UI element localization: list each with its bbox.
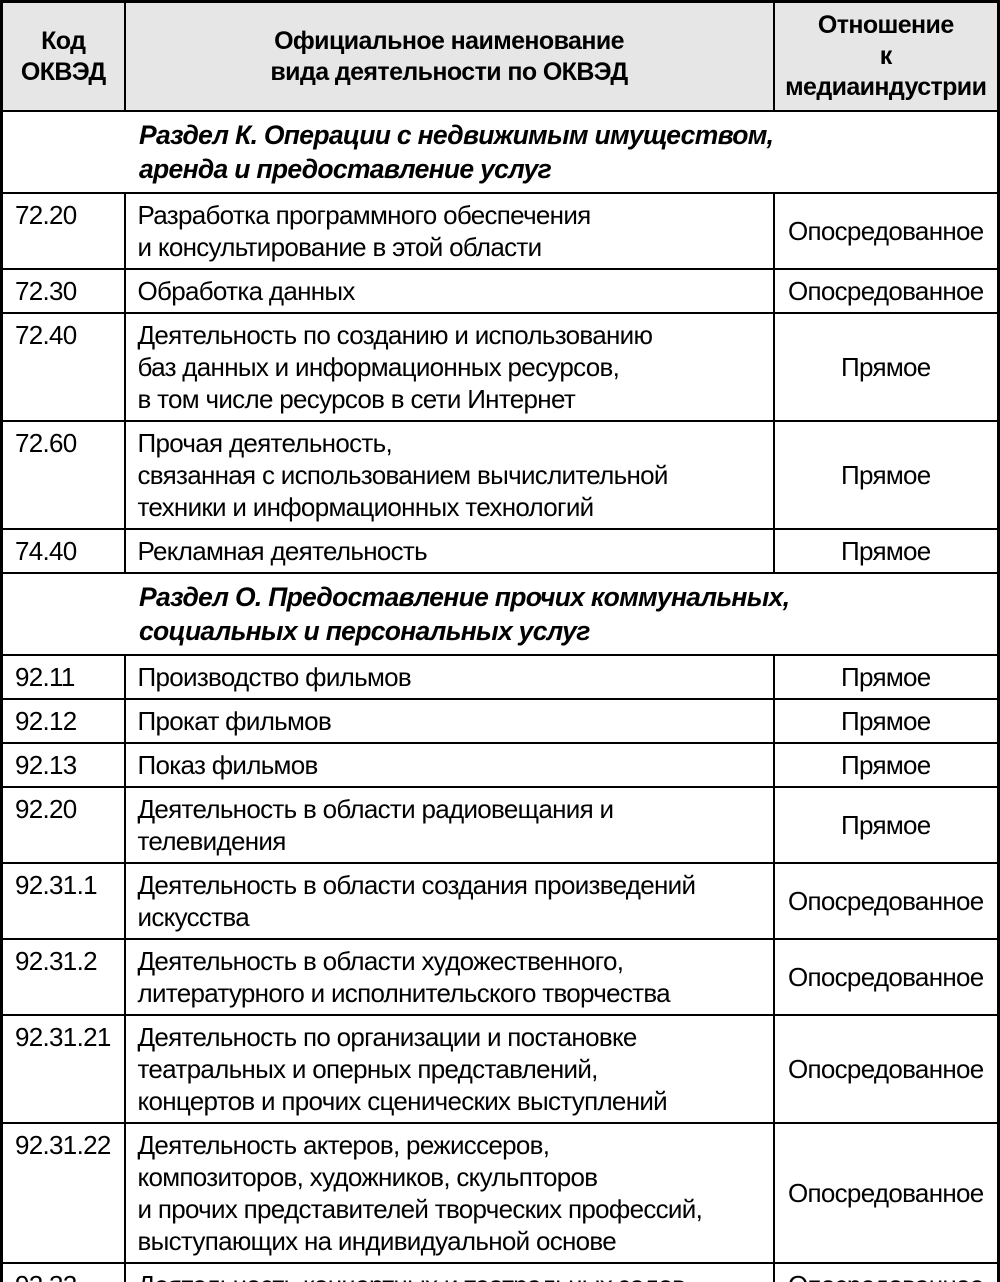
name-cell: Деятельность по организации и постановке… xyxy=(123,1014,775,1124)
name-cell: Деятельность в области художественного, … xyxy=(123,938,775,1016)
table-row: 72.30 Обработка данных Опосредованное xyxy=(0,268,1000,314)
relation-cell: Опосредованное xyxy=(772,1122,1000,1264)
code-cell: 72.60 xyxy=(0,420,126,530)
relation-cell: Прямое xyxy=(772,786,1000,864)
code-cell: 72.40 xyxy=(0,312,126,422)
section-row: Раздел О. Предоставление прочих коммунал… xyxy=(0,572,1000,656)
table-row: 92.20 Деятельность в области радиовещания… xyxy=(0,786,1000,864)
table-row: 92.13 Показ фильмов Прямое xyxy=(0,742,1000,788)
relation-cell: Прямое xyxy=(772,528,1000,574)
code-cell: 92.31.2 xyxy=(0,938,126,1016)
section-title: Раздел О. Предоставление прочих коммунал… xyxy=(0,572,1000,656)
code-cell: 92.12 xyxy=(0,698,126,744)
relation-cell: Опосредованное xyxy=(772,862,1000,940)
relation-cell: Прямое xyxy=(772,654,1000,700)
code-cell: 92.31.21 xyxy=(0,1014,126,1124)
table-row: 72.40 Деятельность по созданию и использо… xyxy=(0,312,1000,422)
relation-cell: Опосредованное xyxy=(772,192,1000,270)
header-relation: Отношение к медиаиндустрии xyxy=(772,0,1000,112)
name-cell: Деятельность актеров, режиссеров, композ… xyxy=(123,1122,775,1264)
relation-cell: Опосредованное xyxy=(772,268,1000,314)
section-row: Раздел К. Операции с недвижимым имуществ… xyxy=(0,110,1000,194)
name-cell: Рекламная деятельность xyxy=(123,528,775,574)
relation-cell: Прямое xyxy=(772,420,1000,530)
name-cell: Деятельность концертных и театральных за… xyxy=(123,1262,775,1282)
relation-cell: Прямое xyxy=(772,742,1000,788)
table-row: 92.31.21 Деятельность по организации и по… xyxy=(0,1014,1000,1124)
relation-cell: Опосредованное xyxy=(772,938,1000,1016)
name-cell: Прочая деятельность, связанная с использ… xyxy=(123,420,775,530)
table-row: 92.11 Производство фильмов Прямое xyxy=(0,654,1000,700)
relation-cell: Прямое xyxy=(772,698,1000,744)
table-body: Раздел К. Операции с недвижимым имуществ… xyxy=(0,110,1000,1282)
table-row: 92.31.1 Деятельность в области создания п… xyxy=(0,862,1000,940)
relation-cell: Опосредованное xyxy=(772,1262,1000,1282)
table-row: 72.20 Разработка программного обеспечения… xyxy=(0,192,1000,270)
table-row: 92.31.2 Деятельность в области художестве… xyxy=(0,938,1000,1016)
table-row: 92.32Деятельность концертных и театральн… xyxy=(0,1262,1000,1282)
table-row: 92.12 Прокат фильмов Прямое xyxy=(0,698,1000,744)
header-name: Официальное наименование вида деятельнос… xyxy=(123,0,775,112)
code-cell: 92.20 xyxy=(0,786,126,864)
name-cell: Разработка программного обеспечения и ко… xyxy=(123,192,775,270)
name-cell: Показ фильмов xyxy=(123,742,775,788)
header-code: Код ОКВЭД xyxy=(0,0,126,112)
table-row: 72.60 Прочая деятельность, связанная с ис… xyxy=(0,420,1000,530)
code-cell: 92.13 xyxy=(0,742,126,788)
relation-cell: Опосредованное xyxy=(772,1014,1000,1124)
code-cell: 92.11 xyxy=(0,654,126,700)
code-cell: 72.20 xyxy=(0,192,126,270)
name-cell: Деятельность в области радиовещания и те… xyxy=(123,786,775,864)
name-cell: Прокат фильмов xyxy=(123,698,775,744)
table-row: 92.31.22 Деятельность актеров, режиссеров… xyxy=(0,1122,1000,1264)
table-header: Код ОКВЭД Официальное наименование вида … xyxy=(0,0,1000,112)
code-cell: 72.30 xyxy=(0,268,126,314)
header-row: Код ОКВЭД Официальное наименование вида … xyxy=(0,0,1000,112)
table-row: 74.40 Рекламная деятельность Прямое xyxy=(0,528,1000,574)
name-cell: Деятельность в области создания произвед… xyxy=(123,862,775,940)
name-cell: Производство фильмов xyxy=(123,654,775,700)
code-cell: 74.40 xyxy=(0,528,126,574)
code-cell: 92.32 xyxy=(0,1262,126,1282)
code-cell: 92.31.22 xyxy=(0,1122,126,1264)
name-cell: Деятельность по созданию и использованию… xyxy=(123,312,775,422)
name-cell: Обработка данных xyxy=(123,268,775,314)
section-title: Раздел К. Операции с недвижимым имуществ… xyxy=(0,110,1000,194)
code-cell: 92.31.1 xyxy=(0,862,126,940)
relation-cell: Прямое xyxy=(772,312,1000,422)
